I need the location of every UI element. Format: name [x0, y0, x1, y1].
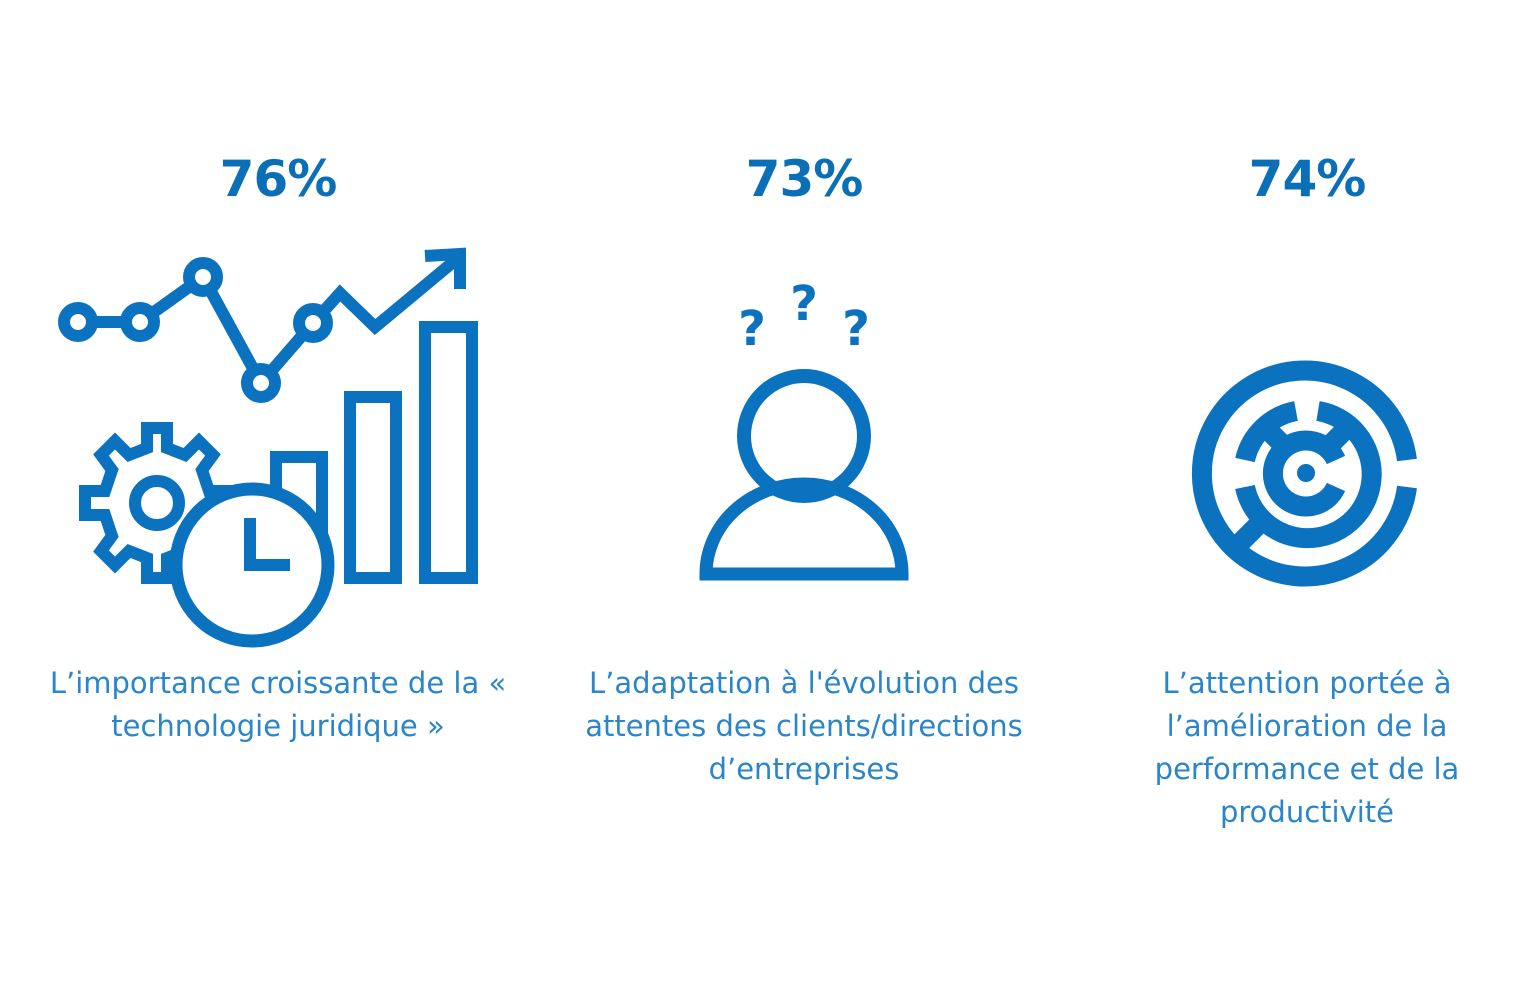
stat-percent-2: 73%	[745, 150, 864, 208]
stat-caption-2: L’adaptation à l'évolution des attentes …	[585, 666, 1023, 786]
stat-percent-1: 76%	[219, 150, 338, 208]
chart-gear-clock-icon	[58, 247, 478, 648]
stat-percent-3: 74%	[1248, 150, 1367, 208]
svg-text:?: ?	[790, 276, 818, 332]
maze-target-icon	[1191, 360, 1417, 587]
svg-text:?: ?	[842, 301, 870, 357]
stat-caption-3: L’attention portée à l’amélioration de l…	[1154, 666, 1460, 829]
confused-person-icon: ? ? ?	[699, 276, 909, 581]
stat-caption-1: L’importance croissante de la « technolo…	[49, 666, 507, 743]
svg-text:?: ?	[738, 301, 766, 357]
